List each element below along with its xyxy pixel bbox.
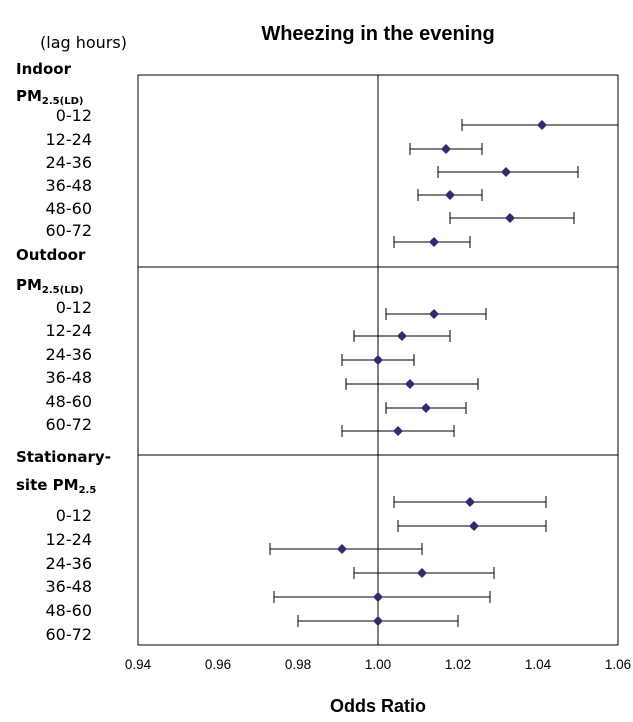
odds-ratio-point [441,144,451,154]
odds-ratio-point [421,403,431,413]
x-tick-label: 1.06 [605,657,631,672]
lag-label: 12-24 [46,321,93,340]
lag-label: 0-12 [56,506,92,525]
lag-label: 48-60 [46,392,93,411]
group-name: Indoor [16,60,72,78]
odds-ratio-point [505,213,515,223]
lag-label: 36-48 [46,577,93,596]
lag-label: 24-36 [46,345,93,364]
odds-ratio-point [465,497,475,507]
pollutant-subscript: 2.5 [79,485,97,496]
x-tick-label: 0.94 [125,657,152,672]
x-tick-label: 0.96 [205,657,231,672]
x-axis-label: Odds Ratio [330,696,426,716]
lag-label: 60-72 [46,415,93,434]
chart-title: Wheezing in the evening [261,23,494,45]
odds-ratio-point [501,167,511,177]
x-axis-ticks: 0.94 0.96 0.98 1.00 1.02 1.04 1.06 [125,657,631,672]
lag-label: 48-60 [46,601,93,620]
lag-label: 36-48 [46,368,93,387]
lag-label: 36-48 [46,176,93,195]
odds-ratio-point [373,592,383,602]
odds-ratio-point [445,190,455,200]
lag-label: 0-12 [56,298,92,317]
lag-label: 24-36 [46,153,93,172]
group-name: Stationary- [16,448,111,466]
lag-label: 60-72 [46,221,93,240]
group-name: Outdoor [16,246,86,264]
group-pollutant: PM2.5(LD) [16,276,83,296]
x-tick-label: 1.02 [445,657,471,672]
row-labels: IndoorPM2.5(LD)0-1212-2424-3636-4848-606… [16,60,111,644]
pollutant-subscript: 2.5(LD) [42,96,84,107]
x-tick-label: 1.04 [525,657,552,672]
lag-label: 12-24 [46,530,93,549]
x-tick-label: 1.00 [365,657,391,672]
odds-ratio-point [429,309,439,319]
group-pollutant: PM2.5(LD) [16,87,83,107]
odds-ratio-point [337,544,347,554]
lag-label: 48-60 [46,199,93,218]
odds-ratio-point [537,120,547,130]
odds-ratio-point [397,331,407,341]
odds-ratio-point [393,426,403,436]
lag-label: 24-36 [46,554,93,573]
x-tick-label: 0.98 [285,657,311,672]
lag-label: 0-12 [56,106,92,125]
pollutant-subscript: 2.5(LD) [42,285,84,296]
lag-label: 60-72 [46,625,93,644]
odds-ratio-point [469,521,479,531]
row-header: (lag hours) [40,33,127,52]
odds-ratio-point [373,355,383,365]
odds-ratio-point [429,237,439,247]
lag-label: 12-24 [46,130,93,149]
group-pollutant: site PM2.5 [16,476,96,496]
odds-ratio-point [417,568,427,578]
odds-ratio-point [373,616,383,626]
odds-ratio-point [405,379,415,389]
plot-marks [269,119,619,627]
